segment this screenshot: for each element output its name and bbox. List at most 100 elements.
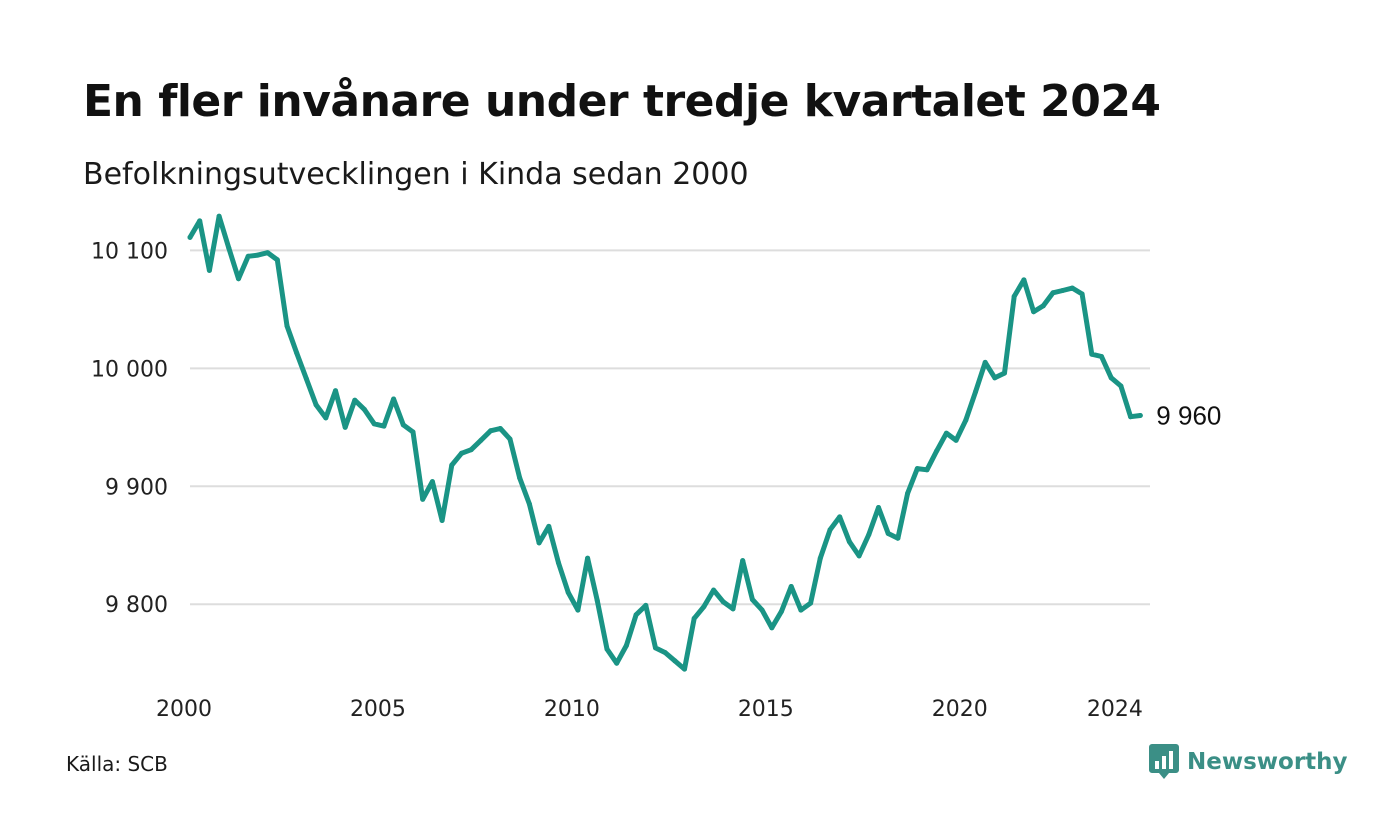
- data-point: [497, 426, 503, 431]
- data-point: [488, 428, 494, 434]
- data-point: [740, 558, 746, 564]
- y-axis-tick-labels: 9 800 9 900 10 000 10 100: [91, 239, 168, 618]
- data-point: [381, 423, 387, 429]
- data-point: [817, 555, 823, 561]
- data-point: [779, 608, 784, 614]
- data-point: [517, 475, 523, 481]
- data-point: [808, 600, 814, 606]
- data-point: [565, 589, 571, 595]
- data-point: [187, 234, 193, 240]
- data-point: [536, 540, 542, 546]
- x-tick-label: 2005: [350, 697, 406, 722]
- end-value-label: 9 960: [1156, 401, 1221, 431]
- data-point: [1002, 370, 1007, 376]
- data-point: [914, 466, 920, 472]
- data-point: [973, 389, 978, 395]
- data-point: [362, 407, 367, 413]
- data-point: [905, 490, 911, 496]
- data-point: [711, 587, 717, 593]
- data-point: [1128, 414, 1134, 420]
- data-point: [255, 252, 261, 258]
- data-point: [1021, 277, 1027, 283]
- data-point: [303, 376, 309, 382]
- data-point: [284, 323, 290, 329]
- x-tick-label: 2020: [932, 697, 988, 722]
- data-point: [1069, 285, 1075, 291]
- newsworthy-logo: Newsworthy: [1149, 744, 1348, 780]
- data-point: [943, 430, 949, 436]
- data-point: [265, 250, 271, 256]
- chart-title: En fler invånare under tredje kvartalet …: [83, 76, 1161, 127]
- data-point: [236, 276, 241, 282]
- data-point: [1050, 290, 1056, 296]
- data-point: [226, 245, 232, 251]
- data-point: [410, 429, 416, 435]
- data-point: [1079, 291, 1085, 297]
- x-axis-tick-labels: 2000 2005 2010 2015 2020 2024: [156, 697, 1143, 722]
- data-point: [682, 666, 687, 672]
- data-point: [546, 523, 552, 529]
- data-point: [352, 397, 358, 403]
- data-point: [216, 213, 222, 219]
- data-point: [1040, 303, 1046, 309]
- data-point: [197, 218, 203, 224]
- data-point: [294, 350, 300, 356]
- data-point: [478, 437, 484, 443]
- data-point: [604, 646, 610, 652]
- data-point: [556, 560, 561, 566]
- data-point: [769, 625, 775, 631]
- data-point: [672, 658, 678, 664]
- data-point: [837, 514, 843, 520]
- data-point: [866, 532, 872, 538]
- data-point: [429, 479, 435, 485]
- x-tick-label: 2010: [544, 697, 600, 722]
- data-point: [585, 555, 591, 561]
- data-point: [323, 415, 329, 421]
- y-tick-label: 9 900: [105, 475, 168, 500]
- data-point: [313, 402, 319, 408]
- newsworthy-logo-icon: [1149, 744, 1179, 779]
- y-tick-label: 10 100: [91, 239, 168, 264]
- data-point: [623, 643, 629, 648]
- data-point: [1099, 354, 1104, 359]
- data-point: [924, 467, 930, 473]
- data-point: [876, 505, 881, 510]
- data-point: [1108, 375, 1114, 381]
- data-point: [594, 598, 600, 604]
- data-point: [992, 375, 998, 381]
- data-point: [633, 612, 639, 618]
- y-tick-label: 10 000: [91, 357, 168, 382]
- grid-lines: [190, 249, 1150, 606]
- data-point: [1011, 293, 1017, 299]
- data-point: [691, 615, 697, 621]
- data-point: [614, 660, 620, 666]
- data-point: [245, 253, 251, 259]
- data-point: [371, 421, 377, 427]
- data-point: [391, 396, 397, 402]
- data-point: [400, 422, 406, 428]
- data-point: [653, 645, 658, 651]
- series-layer: [187, 213, 1143, 672]
- brand-name: Newsworthy: [1187, 749, 1348, 775]
- data-point: [720, 599, 726, 605]
- data-point: [885, 531, 891, 536]
- data-point: [934, 448, 940, 454]
- data-point: [895, 535, 901, 541]
- data-point: [459, 450, 464, 456]
- data-point: [856, 553, 862, 559]
- x-tick-label: 2024: [1087, 697, 1143, 722]
- data-point: [575, 607, 581, 613]
- data-point: [953, 437, 959, 443]
- data-point: [730, 606, 736, 612]
- y-tick-label: 9 800: [105, 593, 168, 618]
- data-point: [759, 607, 765, 613]
- data-point: [827, 527, 833, 533]
- data-point: [1031, 309, 1037, 315]
- data-point: [342, 424, 348, 430]
- data-point: [1060, 288, 1066, 293]
- data-point: [507, 436, 513, 442]
- data-point: [439, 518, 445, 523]
- data-point: [206, 267, 212, 273]
- chart-subtitle: Befolkningsutvecklingen i Kinda sedan 20…: [83, 157, 749, 192]
